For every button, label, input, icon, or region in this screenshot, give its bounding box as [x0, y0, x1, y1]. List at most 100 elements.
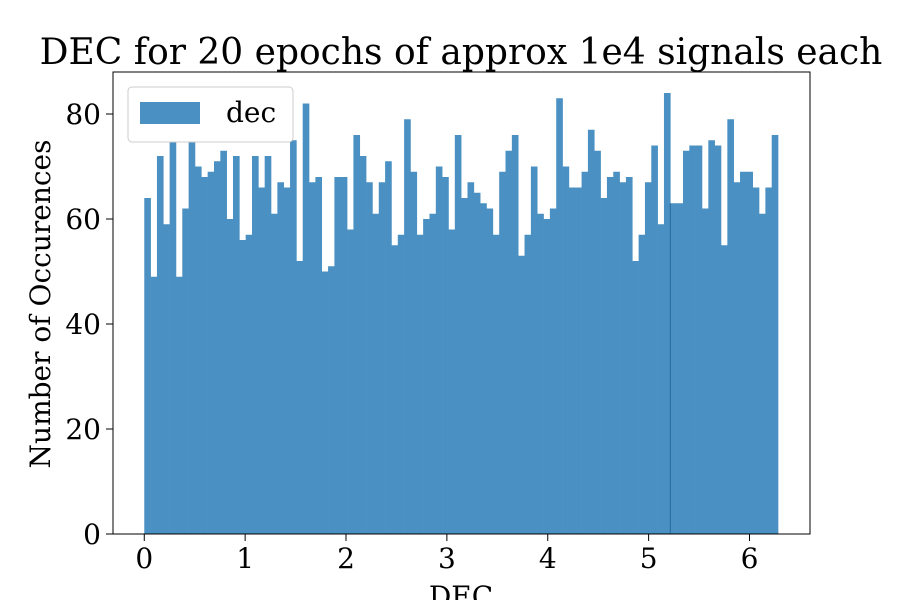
histogram-bar: [562, 166, 570, 534]
x-tick-label: 6: [741, 542, 759, 575]
histogram-bar: [708, 140, 715, 534]
plot-frame: [112, 71, 811, 535]
x-tick-label: 4: [539, 542, 557, 575]
histogram-bar: [201, 177, 208, 534]
histogram-bar: [397, 234, 405, 534]
legend-box: [127, 86, 294, 143]
histogram-bar: [391, 245, 399, 534]
x-tick-label: 1: [236, 542, 254, 575]
histogram-bar: [321, 271, 329, 534]
legend-label: dec: [226, 96, 276, 129]
histogram-bar: [461, 198, 468, 534]
y-axis-ticks: 0 20 40 60 80: [65, 98, 113, 551]
histogram-bar: [765, 187, 773, 534]
histogram-bar: [740, 171, 747, 534]
histogram-bar: [638, 234, 646, 534]
histogram-bar: [277, 182, 284, 534]
histogram-bar: [359, 156, 367, 534]
histogram-bar: [556, 98, 563, 534]
histogram-bar: [695, 145, 703, 534]
histogram-bar: [581, 171, 589, 534]
histogram-bar: [625, 177, 633, 534]
histogram-bar: [733, 182, 741, 534]
histogram-bar: [207, 171, 215, 534]
histogram-bar: [410, 171, 418, 534]
x-tick-label: 3: [438, 542, 456, 575]
y-tick-label: 40: [65, 308, 101, 341]
histogram-bar: [530, 166, 538, 534]
legend: dec: [127, 86, 294, 143]
histogram-bar: [499, 171, 506, 534]
histogram-bar: [613, 171, 620, 534]
histogram-bar: [239, 240, 246, 534]
histogram-bar: [429, 213, 437, 534]
histogram-bar: [340, 177, 348, 534]
histogram-bar: [245, 234, 253, 534]
histogram-bar: [315, 177, 323, 534]
x-tick-label: 5: [640, 542, 658, 575]
histogram-bar: [721, 245, 728, 534]
histogram-bar: [606, 177, 614, 534]
histogram-bar: [404, 119, 411, 534]
histogram-bar: [232, 156, 240, 534]
x-axis-label: DEC: [429, 580, 493, 600]
histogram-bar: [600, 198, 608, 534]
histogram-bar: [372, 213, 380, 534]
histogram-bar: [543, 219, 551, 534]
histogram-bar: [182, 208, 189, 534]
y-tick-label: 60: [65, 203, 101, 236]
histogram-bar: [727, 119, 734, 534]
histogram-bar: [632, 261, 639, 534]
histogram-bar: [771, 135, 779, 534]
histogram-bar: [416, 234, 424, 534]
y-tick-label: 20: [65, 413, 101, 446]
histogram-bar: [759, 213, 766, 534]
histogram-bar: [480, 203, 487, 534]
histogram-bar: [714, 145, 722, 534]
histogram-bar: [302, 103, 310, 534]
bars-layer: [144, 93, 779, 534]
histogram-bar: [467, 182, 475, 534]
histogram-bar: [657, 224, 665, 534]
histogram-bar: [378, 182, 386, 534]
histogram-bar: [213, 161, 221, 534]
histogram-bar: [524, 234, 532, 534]
histogram-bar: [492, 234, 500, 534]
histogram-bar: [746, 171, 753, 534]
histogram-bar: [448, 229, 456, 534]
histogram-bar: [283, 187, 291, 534]
histogram-bar: [226, 219, 234, 534]
histogram-bar: [568, 187, 576, 534]
histogram-bar: [575, 187, 582, 534]
x-tick-label: 2: [337, 542, 355, 575]
histogram-bar: [194, 166, 202, 534]
y-tick-label: 0: [83, 518, 101, 551]
histogram-bar: [258, 187, 265, 534]
histogram-bar: [220, 150, 227, 534]
histogram-bar: [537, 213, 544, 534]
histogram-bar: [518, 255, 525, 534]
histogram-bar: [587, 129, 595, 534]
histogram-bar: [644, 182, 652, 534]
histogram-bar: [353, 135, 361, 534]
x-tick-label: 0: [135, 542, 153, 575]
histogram-bar: [328, 266, 335, 534]
histogram-bar: [156, 156, 164, 534]
y-tick-label: 80: [65, 98, 101, 131]
legend-swatch: [140, 102, 200, 124]
histogram-bar: [435, 166, 443, 534]
histogram-bar: [689, 145, 696, 534]
histogram-bar: [188, 108, 196, 534]
chart-title: DEC for 20 epochs of approx 1e4 signals …: [40, 32, 883, 73]
histogram-bar: [473, 192, 481, 534]
histogram-bar: [163, 224, 170, 534]
histogram-bar: [309, 182, 316, 534]
histogram-bar: [701, 208, 709, 534]
histogram-bar: [651, 145, 658, 534]
x-axis-ticks: 0 1 2 3 4 5 6: [135, 534, 758, 575]
histogram-bar: [271, 213, 278, 534]
histogram-bar: [594, 150, 601, 534]
histogram-bar: [347, 229, 354, 534]
histogram-bar: [334, 177, 342, 534]
